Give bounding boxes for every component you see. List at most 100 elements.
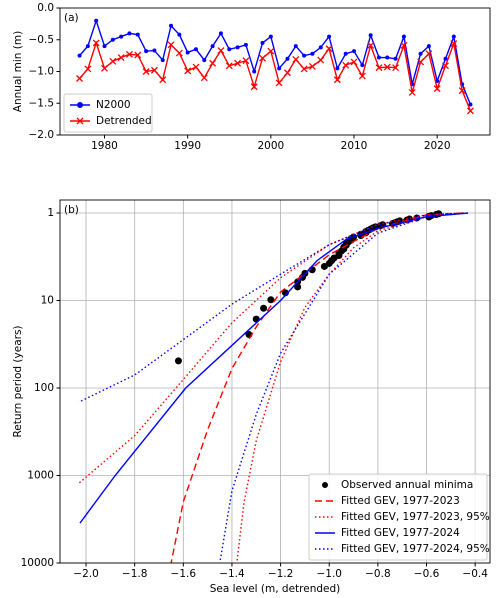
marker <box>235 45 240 50</box>
marker <box>425 50 433 58</box>
marker <box>125 50 133 58</box>
marker <box>376 55 381 60</box>
marker <box>177 32 182 37</box>
marker <box>252 69 257 74</box>
panel: −2.0 −1.8 −1.6 −1.4 −1.2 −1.0 −0.8 −0.6 −0.4 1 10 1… <box>12 199 491 595</box>
marker <box>458 87 466 95</box>
marker <box>450 40 458 48</box>
marker <box>468 102 473 107</box>
axes-frame <box>59 7 491 136</box>
marker <box>267 296 275 304</box>
y-tick-label: −2.0 <box>29 129 55 141</box>
marker <box>325 45 333 53</box>
marker <box>308 62 316 70</box>
marker <box>260 40 265 45</box>
y-axis-label: Annual min (m) <box>12 31 24 112</box>
marker <box>442 62 449 70</box>
x-tick-label: −0.4 <box>462 568 488 580</box>
marker <box>385 55 390 60</box>
legend-box <box>308 473 488 561</box>
x-tick-label: −0.8 <box>365 568 391 580</box>
marker <box>281 289 289 297</box>
x-tick-label: −1.8 <box>122 568 148 580</box>
marker <box>193 47 198 52</box>
marker <box>119 34 124 39</box>
marker <box>294 283 302 291</box>
marker <box>360 63 365 68</box>
x-tick-label: −1.2 <box>268 568 294 580</box>
marker <box>127 31 132 36</box>
marker <box>466 107 474 115</box>
marker <box>343 51 348 56</box>
marker <box>117 54 125 61</box>
panel: 1980 1990 2000 2010 2020 −2.0 −1.5 −1.0 −0.5 0.0 (… <box>12 2 491 152</box>
marker <box>94 18 99 23</box>
marker <box>92 39 100 47</box>
marker <box>259 54 266 62</box>
marker <box>327 34 332 39</box>
marker <box>250 83 258 91</box>
marker <box>433 85 441 93</box>
legend-label: Fitted GEV, 1977-2023 <box>341 495 460 507</box>
marker <box>192 63 200 71</box>
marker <box>401 34 406 39</box>
series-line <box>79 212 468 524</box>
marker <box>200 74 208 82</box>
marker <box>367 42 375 49</box>
marker <box>393 56 398 61</box>
marker <box>277 66 282 71</box>
legend-marker <box>76 117 84 125</box>
marker <box>175 49 183 57</box>
y-tick-label: 0.0 <box>37 2 54 14</box>
marker <box>144 49 149 54</box>
legend-label: Fitted GEV, 1977-2024, 95% <box>341 543 490 555</box>
marker <box>159 76 167 84</box>
x-tick-label: 1990 <box>174 140 201 152</box>
series-line <box>79 40 472 112</box>
marker <box>227 47 232 52</box>
legend-marker <box>77 102 83 108</box>
y-tick-label: 100 <box>34 382 54 394</box>
marker <box>102 44 107 49</box>
y-tick-label: 10000 <box>21 557 54 569</box>
marker <box>234 59 242 67</box>
panel-label: (b) <box>64 204 79 216</box>
marker <box>217 47 225 55</box>
marker <box>375 64 383 72</box>
marker <box>184 67 192 75</box>
y-tick-label: −1.5 <box>29 97 55 109</box>
marker <box>451 34 456 39</box>
marker <box>209 59 217 67</box>
marker <box>225 62 233 70</box>
marker <box>101 64 108 72</box>
marker <box>76 75 84 82</box>
legend-label: Observed annual minima <box>341 479 473 491</box>
marker <box>150 66 158 74</box>
x-tick-label: −1.4 <box>219 568 245 580</box>
marker <box>275 79 283 87</box>
x-tick-label: −1.6 <box>171 568 197 580</box>
marker <box>260 304 268 312</box>
marker <box>185 50 190 55</box>
marker <box>417 58 425 66</box>
marker <box>142 68 150 75</box>
legend-label: N2000 <box>96 99 131 111</box>
marker <box>318 45 323 50</box>
marker <box>350 58 358 66</box>
marker <box>268 34 273 39</box>
marker <box>134 51 142 59</box>
x-tick-label: 2010 <box>341 140 368 152</box>
series-line <box>78 212 464 484</box>
y-tick-label: 10 <box>41 295 54 307</box>
plot-area <box>76 18 474 115</box>
marker <box>335 66 340 71</box>
marker <box>383 63 391 71</box>
marker <box>284 69 291 77</box>
series-line <box>170 212 464 563</box>
y-tick-label: −1.0 <box>29 66 55 78</box>
marker <box>152 48 157 53</box>
marker <box>242 57 250 65</box>
y-tick-label: 1 <box>47 207 54 219</box>
